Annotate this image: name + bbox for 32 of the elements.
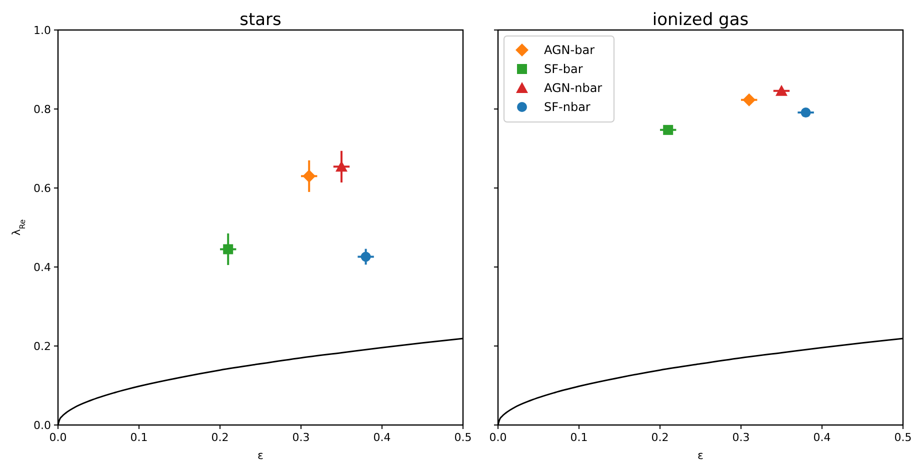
point bbox=[223, 244, 234, 254]
x-tick-label: 0.4 bbox=[813, 431, 831, 444]
point bbox=[302, 170, 316, 183]
x-tick-label: 0.5 bbox=[894, 431, 912, 444]
y-tick-label: 0.6 bbox=[34, 182, 51, 195]
y-tick-label: 0.0 bbox=[34, 418, 51, 432]
legend-label: SF-nbar bbox=[544, 100, 590, 114]
x-tick-label: 0.0 bbox=[49, 431, 67, 444]
legend-label: SF-bar bbox=[544, 62, 583, 76]
x-tick-label: 0.4 bbox=[373, 431, 391, 444]
y-tick-label: 0.2 bbox=[34, 340, 51, 353]
y-tick-label: 0.8 bbox=[34, 102, 51, 116]
x-tick-label: 0.3 bbox=[732, 431, 750, 444]
y-tick-label: 1.0 bbox=[34, 24, 51, 37]
x-tick-label: 0.3 bbox=[292, 431, 310, 444]
x-tick-label: 0.1 bbox=[570, 431, 588, 444]
x-tick-label: 0.5 bbox=[454, 431, 472, 444]
x-tick-label: 0.2 bbox=[211, 431, 229, 444]
x-tick-label: 0.2 bbox=[651, 431, 669, 444]
y-tick-label: 0.4 bbox=[34, 260, 51, 274]
chart-title: ionized gas bbox=[652, 10, 749, 30]
legend-label: AGN-nbar bbox=[544, 81, 602, 96]
point bbox=[776, 84, 788, 96]
point bbox=[800, 108, 811, 118]
point bbox=[742, 93, 756, 106]
x-tick-label: 0.1 bbox=[130, 431, 148, 444]
x-axis-title: ε bbox=[258, 449, 264, 462]
legend-label: AGN-bar bbox=[544, 43, 595, 58]
point bbox=[663, 124, 674, 135]
chart-title: stars bbox=[240, 10, 282, 30]
x-tick-label: 0.0 bbox=[489, 431, 507, 444]
x-axis-title: ε bbox=[698, 449, 704, 462]
